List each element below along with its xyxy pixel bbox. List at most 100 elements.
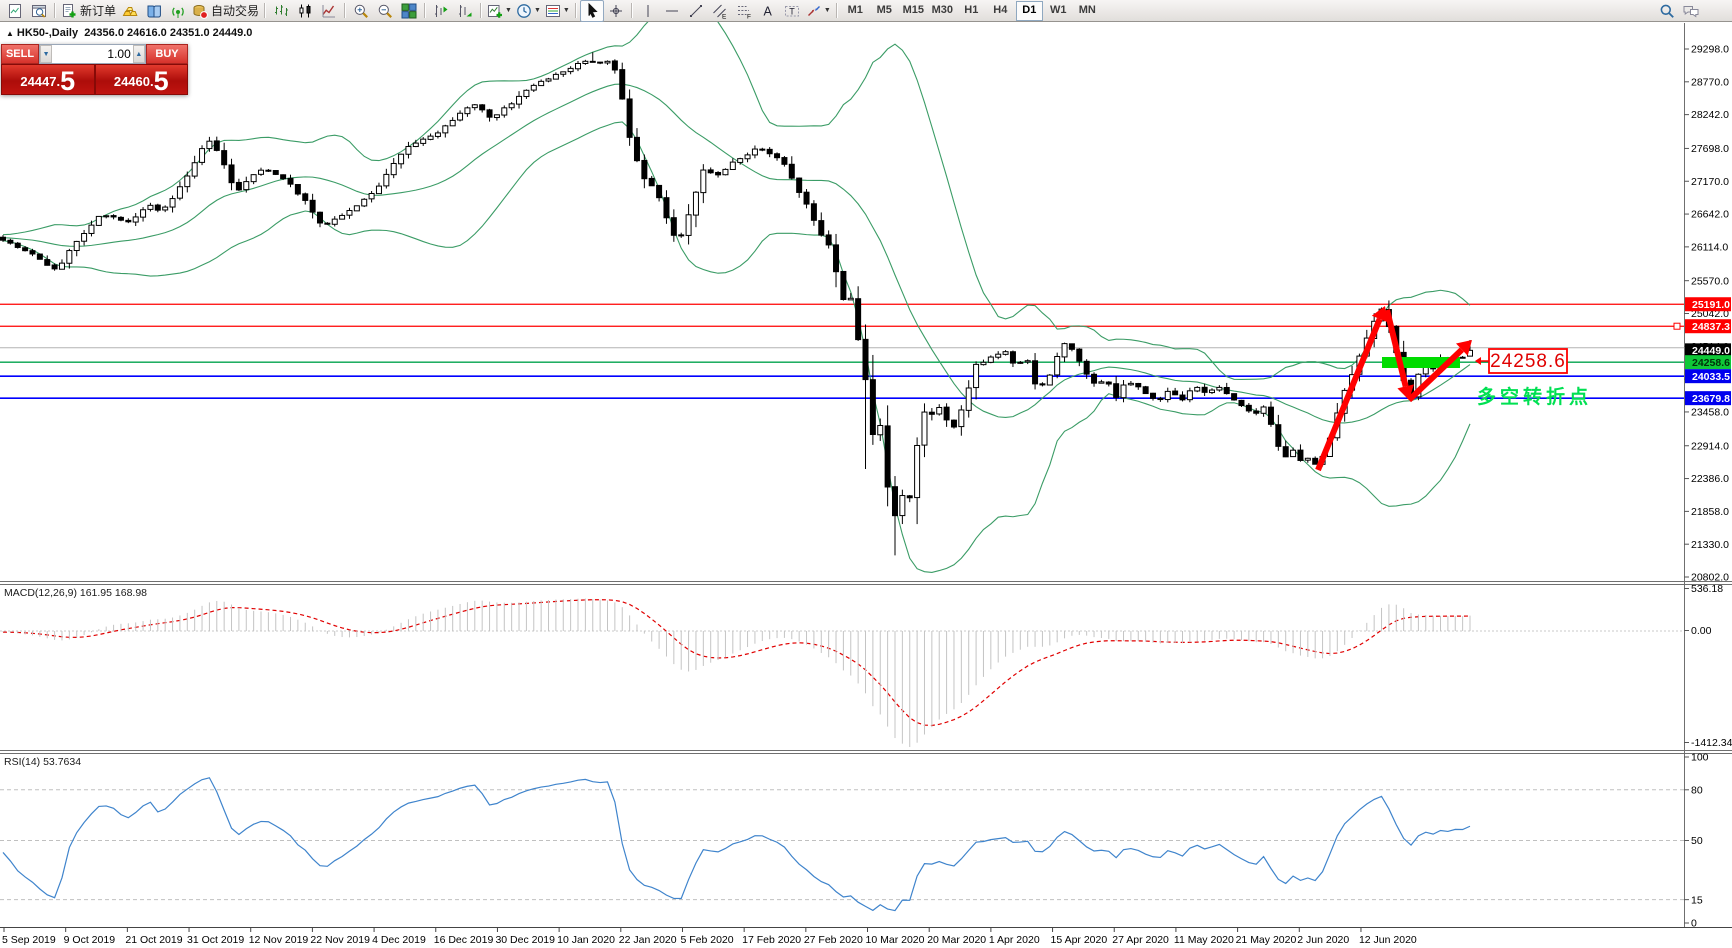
price-tag-24033.5 xyxy=(1685,369,1731,384)
buy-button[interactable]: BUY xyxy=(146,44,188,64)
volume-input[interactable] xyxy=(52,45,133,63)
candle xyxy=(847,297,854,301)
hline-icon xyxy=(665,10,678,11)
chart-doc-button[interactable] xyxy=(3,0,27,22)
trend-arrow[interactable] xyxy=(1315,317,1383,472)
price-tag-24449.0 xyxy=(1685,343,1731,358)
shapes-button[interactable]: ▼ xyxy=(804,0,833,22)
candle xyxy=(1061,343,1068,358)
add-indicator-button[interactable]: ▼ xyxy=(485,0,514,22)
chevron-down-icon[interactable]: ▼ xyxy=(562,7,570,14)
market-book-button[interactable] xyxy=(142,0,166,22)
auto-scroll-icon xyxy=(459,4,472,17)
macd-histogram xyxy=(2,598,1471,747)
timeframe-d1-button[interactable]: D1 xyxy=(1015,0,1043,21)
hline-button[interactable] xyxy=(660,0,684,22)
fibonacci-button[interactable]: F xyxy=(732,0,756,22)
price-tag-23679.8 xyxy=(1685,391,1731,406)
candle xyxy=(796,177,803,193)
candle xyxy=(1157,397,1164,401)
toolbar-separator xyxy=(264,3,267,18)
candle xyxy=(346,210,353,216)
trend-arrow[interactable] xyxy=(1384,309,1409,388)
hline-anchor-marker[interactable] xyxy=(1673,322,1681,330)
candle xyxy=(199,148,206,163)
period-icon xyxy=(517,3,531,18)
candle xyxy=(390,162,397,176)
trendline-button[interactable] xyxy=(684,0,708,22)
candles-chart-button[interactable] xyxy=(293,0,317,22)
chart-window-button[interactable] xyxy=(27,0,51,22)
volume-decrease-button[interactable]: ▼ xyxy=(40,45,53,63)
timeframe-h4-button[interactable]: H4 xyxy=(993,3,1008,16)
autotrade-icon xyxy=(193,4,208,19)
volume-increase-button[interactable]: ▲ xyxy=(132,45,145,63)
chat-button[interactable] xyxy=(1679,0,1703,22)
candle xyxy=(833,244,840,273)
timeframe-m15-button[interactable]: M15 xyxy=(902,3,924,16)
svg-text:10 Mar 2020: 10 Mar 2020 xyxy=(866,934,925,946)
candle xyxy=(265,169,272,172)
new-order-icon xyxy=(63,3,76,17)
gold-button[interactable] xyxy=(118,0,142,22)
candle xyxy=(58,262,65,270)
svg-text:29298.0: 29298.0 xyxy=(1691,44,1729,56)
tile-windows-button[interactable] xyxy=(397,0,421,22)
candle xyxy=(641,159,648,180)
candle xyxy=(884,425,891,488)
svg-text:15 Apr 2020: 15 Apr 2020 xyxy=(1051,934,1108,946)
signal-button[interactable] xyxy=(166,0,190,22)
vline-button[interactable] xyxy=(636,0,660,22)
vline-icon xyxy=(647,4,649,17)
chart-shift-button[interactable] xyxy=(429,0,453,22)
svg-text:15: 15 xyxy=(1691,894,1703,906)
crosshair-button[interactable] xyxy=(604,0,628,22)
candle xyxy=(516,95,523,105)
text-label-button[interactable]: T xyxy=(780,0,804,22)
svg-text:28242.0: 28242.0 xyxy=(1691,109,1729,121)
sell-button[interactable]: SELL xyxy=(1,44,39,64)
timeframe-m5-button[interactable]: M5 xyxy=(876,3,892,16)
candle xyxy=(1135,382,1142,388)
trend-arrow[interactable] xyxy=(1406,347,1464,403)
candle xyxy=(744,154,751,160)
candle xyxy=(508,103,515,109)
bars-chart-button[interactable] xyxy=(269,0,293,22)
sell-price[interactable]: 24447. 5 xyxy=(1,64,95,95)
text-button[interactable]: A xyxy=(756,0,780,22)
channel-button[interactable]: E xyxy=(708,0,732,22)
template-button[interactable]: ▼ xyxy=(543,0,572,22)
timeframe-m30-button[interactable]: M30 xyxy=(931,3,953,16)
support-zone-bar[interactable] xyxy=(1382,357,1460,368)
period-button[interactable]: ▼ xyxy=(514,0,543,22)
bollinger-lower xyxy=(2,121,1471,573)
line-chart-button[interactable] xyxy=(317,0,341,22)
new-order-label: 新订单 xyxy=(80,4,117,18)
price-callout-box[interactable] xyxy=(1488,348,1568,374)
cursor-button[interactable] xyxy=(579,0,604,22)
timeframe-h1-button[interactable]: H1 xyxy=(964,3,979,16)
svg-text:T: T xyxy=(789,6,795,16)
zoom-in-button[interactable] xyxy=(349,0,373,22)
buy-price-big: 5 xyxy=(153,66,169,97)
candle xyxy=(22,247,29,252)
timeframe-w1-button[interactable]: W1 xyxy=(1050,3,1067,16)
chevron-down-icon[interactable]: ▼ xyxy=(823,7,831,14)
zoom-out-button[interactable] xyxy=(373,0,397,22)
candle xyxy=(206,140,213,150)
buy-price[interactable]: 24460. 5 xyxy=(94,64,188,97)
auto-scroll-button[interactable] xyxy=(453,0,477,22)
toolbar-separator xyxy=(630,3,633,18)
chevron-down-icon[interactable]: ▼ xyxy=(533,7,541,14)
timeframe-mn-button[interactable]: MN xyxy=(1078,3,1096,16)
autotrade-button[interactable]: 自动交易 xyxy=(190,0,261,22)
note-text[interactable]: 多空转折点 xyxy=(1477,385,1592,408)
candle xyxy=(538,80,545,87)
timeframe-m1-button[interactable]: M1 xyxy=(847,3,863,16)
new-order-button[interactable]: 新订单 xyxy=(59,0,118,22)
candle xyxy=(1172,390,1179,396)
candle xyxy=(81,233,88,242)
chevron-down-icon[interactable]: ▼ xyxy=(505,7,512,14)
search-button[interactable] xyxy=(1655,0,1679,22)
